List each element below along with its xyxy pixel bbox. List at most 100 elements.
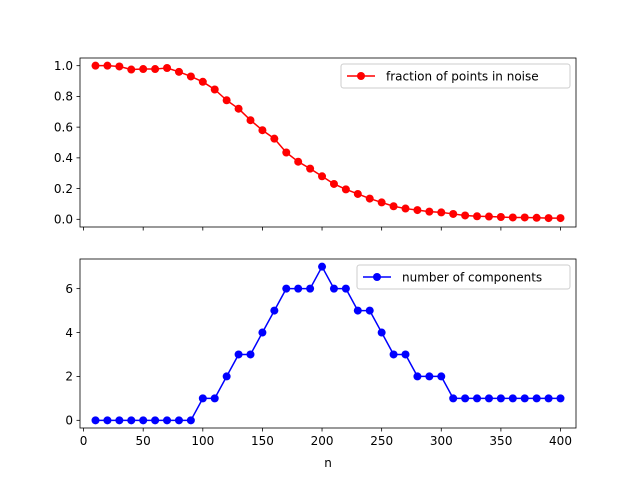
data-point	[496, 394, 505, 403]
data-point	[115, 416, 124, 425]
data-point	[449, 209, 458, 218]
data-point	[234, 104, 243, 113]
data-point	[520, 394, 529, 403]
y-tick-label: 0.6	[54, 120, 73, 134]
data-point	[91, 61, 100, 70]
data-point	[353, 306, 362, 315]
data-point	[318, 262, 327, 271]
data-point	[329, 284, 338, 293]
data-point	[341, 185, 350, 194]
y-tick-label: 1.0	[54, 59, 73, 73]
data-point	[115, 62, 124, 71]
data-point	[484, 394, 493, 403]
data-point	[544, 394, 553, 403]
data-point	[389, 350, 398, 359]
data-point	[246, 116, 255, 125]
x-tick-label: 350	[489, 434, 512, 448]
data-point	[401, 350, 410, 359]
top-panel-noise-fraction: 0.0 0.2 0.4 0.6 0.8 1.0 fraction of points in …	[54, 57, 577, 231]
data-point	[496, 213, 505, 222]
x-axis-label: n	[324, 456, 332, 470]
data-point	[401, 204, 410, 213]
data-point	[139, 65, 148, 74]
data-point	[377, 198, 386, 207]
data-point	[473, 212, 482, 221]
data-point	[282, 148, 291, 157]
data-point	[341, 284, 350, 293]
data-point	[282, 284, 291, 293]
data-point	[186, 416, 195, 425]
data-point	[461, 394, 470, 403]
data-point	[353, 189, 362, 198]
legend-entry-label: fraction of points in noise	[386, 69, 539, 83]
axes-frame	[79, 258, 577, 429]
x-tick-label: 100	[191, 434, 214, 448]
y-tick-label: 2	[65, 370, 73, 384]
data-point	[544, 214, 553, 223]
data-point	[306, 284, 315, 293]
data-point	[222, 96, 231, 105]
y-tick-label: 0.2	[54, 182, 73, 196]
data-point	[127, 65, 136, 74]
data-point	[270, 306, 279, 315]
data-point	[461, 211, 470, 220]
data-point	[437, 372, 446, 381]
data-point	[329, 179, 338, 188]
legend-box	[340, 63, 571, 89]
data-point	[163, 63, 172, 72]
legend: fraction of points in noise	[340, 63, 571, 89]
data-point	[365, 194, 374, 203]
data-point	[174, 67, 183, 76]
data-point	[198, 77, 207, 86]
data-point	[151, 416, 160, 425]
data-point	[306, 164, 315, 173]
data-point	[377, 328, 386, 337]
data-point	[234, 350, 243, 359]
data-point	[91, 416, 100, 425]
data-point	[484, 212, 493, 221]
x-tick-label: 400	[549, 434, 572, 448]
data-point	[258, 126, 267, 135]
data-point	[210, 394, 219, 403]
series-line-0	[95, 265, 561, 422]
data-point	[139, 416, 148, 425]
data-point	[174, 416, 183, 425]
data-point	[520, 213, 529, 222]
data-point	[127, 416, 136, 425]
x-tick-label: 0	[80, 434, 88, 448]
data-point	[103, 416, 112, 425]
data-point	[222, 372, 231, 381]
legend: number of components	[356, 264, 571, 290]
data-point	[508, 394, 517, 403]
data-point	[389, 202, 398, 211]
data-point	[163, 416, 172, 425]
series-line-0	[95, 64, 561, 219]
data-point	[103, 61, 112, 70]
legend-marker-swatch	[357, 72, 365, 80]
legend-marker-swatch	[373, 273, 381, 281]
data-point	[270, 134, 279, 143]
legend-entry-label: number of components	[402, 270, 542, 284]
y-tick-label: 6	[65, 282, 73, 296]
y-tick-label: 0.8	[54, 90, 73, 104]
data-point	[556, 214, 565, 223]
x-tick-label: 150	[251, 434, 274, 448]
data-point	[413, 206, 422, 215]
legend-box	[356, 264, 571, 290]
data-point	[437, 208, 446, 217]
y-tick-label: 4	[65, 326, 73, 340]
y-tick-label: 0.0	[54, 213, 73, 227]
data-point	[151, 65, 160, 74]
data-point	[425, 207, 434, 216]
data-point	[318, 172, 327, 181]
data-point	[413, 372, 422, 381]
data-point	[532, 394, 541, 403]
data-point	[449, 394, 458, 403]
x-tick-label: 200	[311, 434, 334, 448]
data-point	[210, 85, 219, 94]
data-point	[425, 372, 434, 381]
data-point	[508, 213, 517, 222]
axes-frame	[79, 57, 577, 228]
data-point	[365, 306, 374, 315]
